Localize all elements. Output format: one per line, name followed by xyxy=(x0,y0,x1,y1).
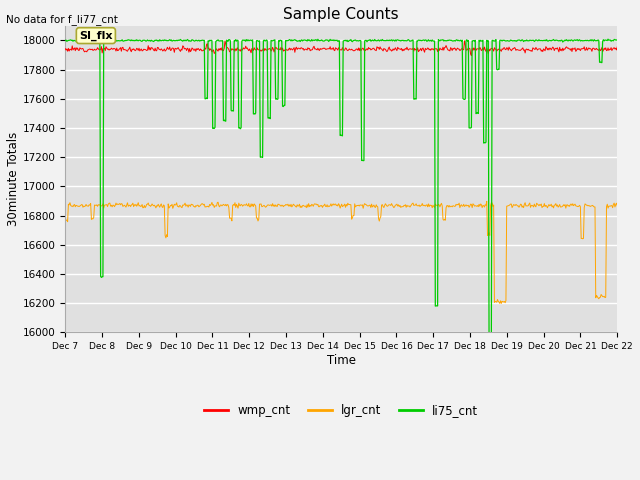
Title: Sample Counts: Sample Counts xyxy=(284,7,399,22)
Y-axis label: 30minute Totals: 30minute Totals xyxy=(7,132,20,226)
X-axis label: Time: Time xyxy=(327,354,356,367)
Text: SI_flx: SI_flx xyxy=(79,31,113,41)
Legend: wmp_cnt, lgr_cnt, li75_cnt: wmp_cnt, lgr_cnt, li75_cnt xyxy=(200,399,483,422)
Text: No data for f_li77_cnt: No data for f_li77_cnt xyxy=(6,14,118,25)
